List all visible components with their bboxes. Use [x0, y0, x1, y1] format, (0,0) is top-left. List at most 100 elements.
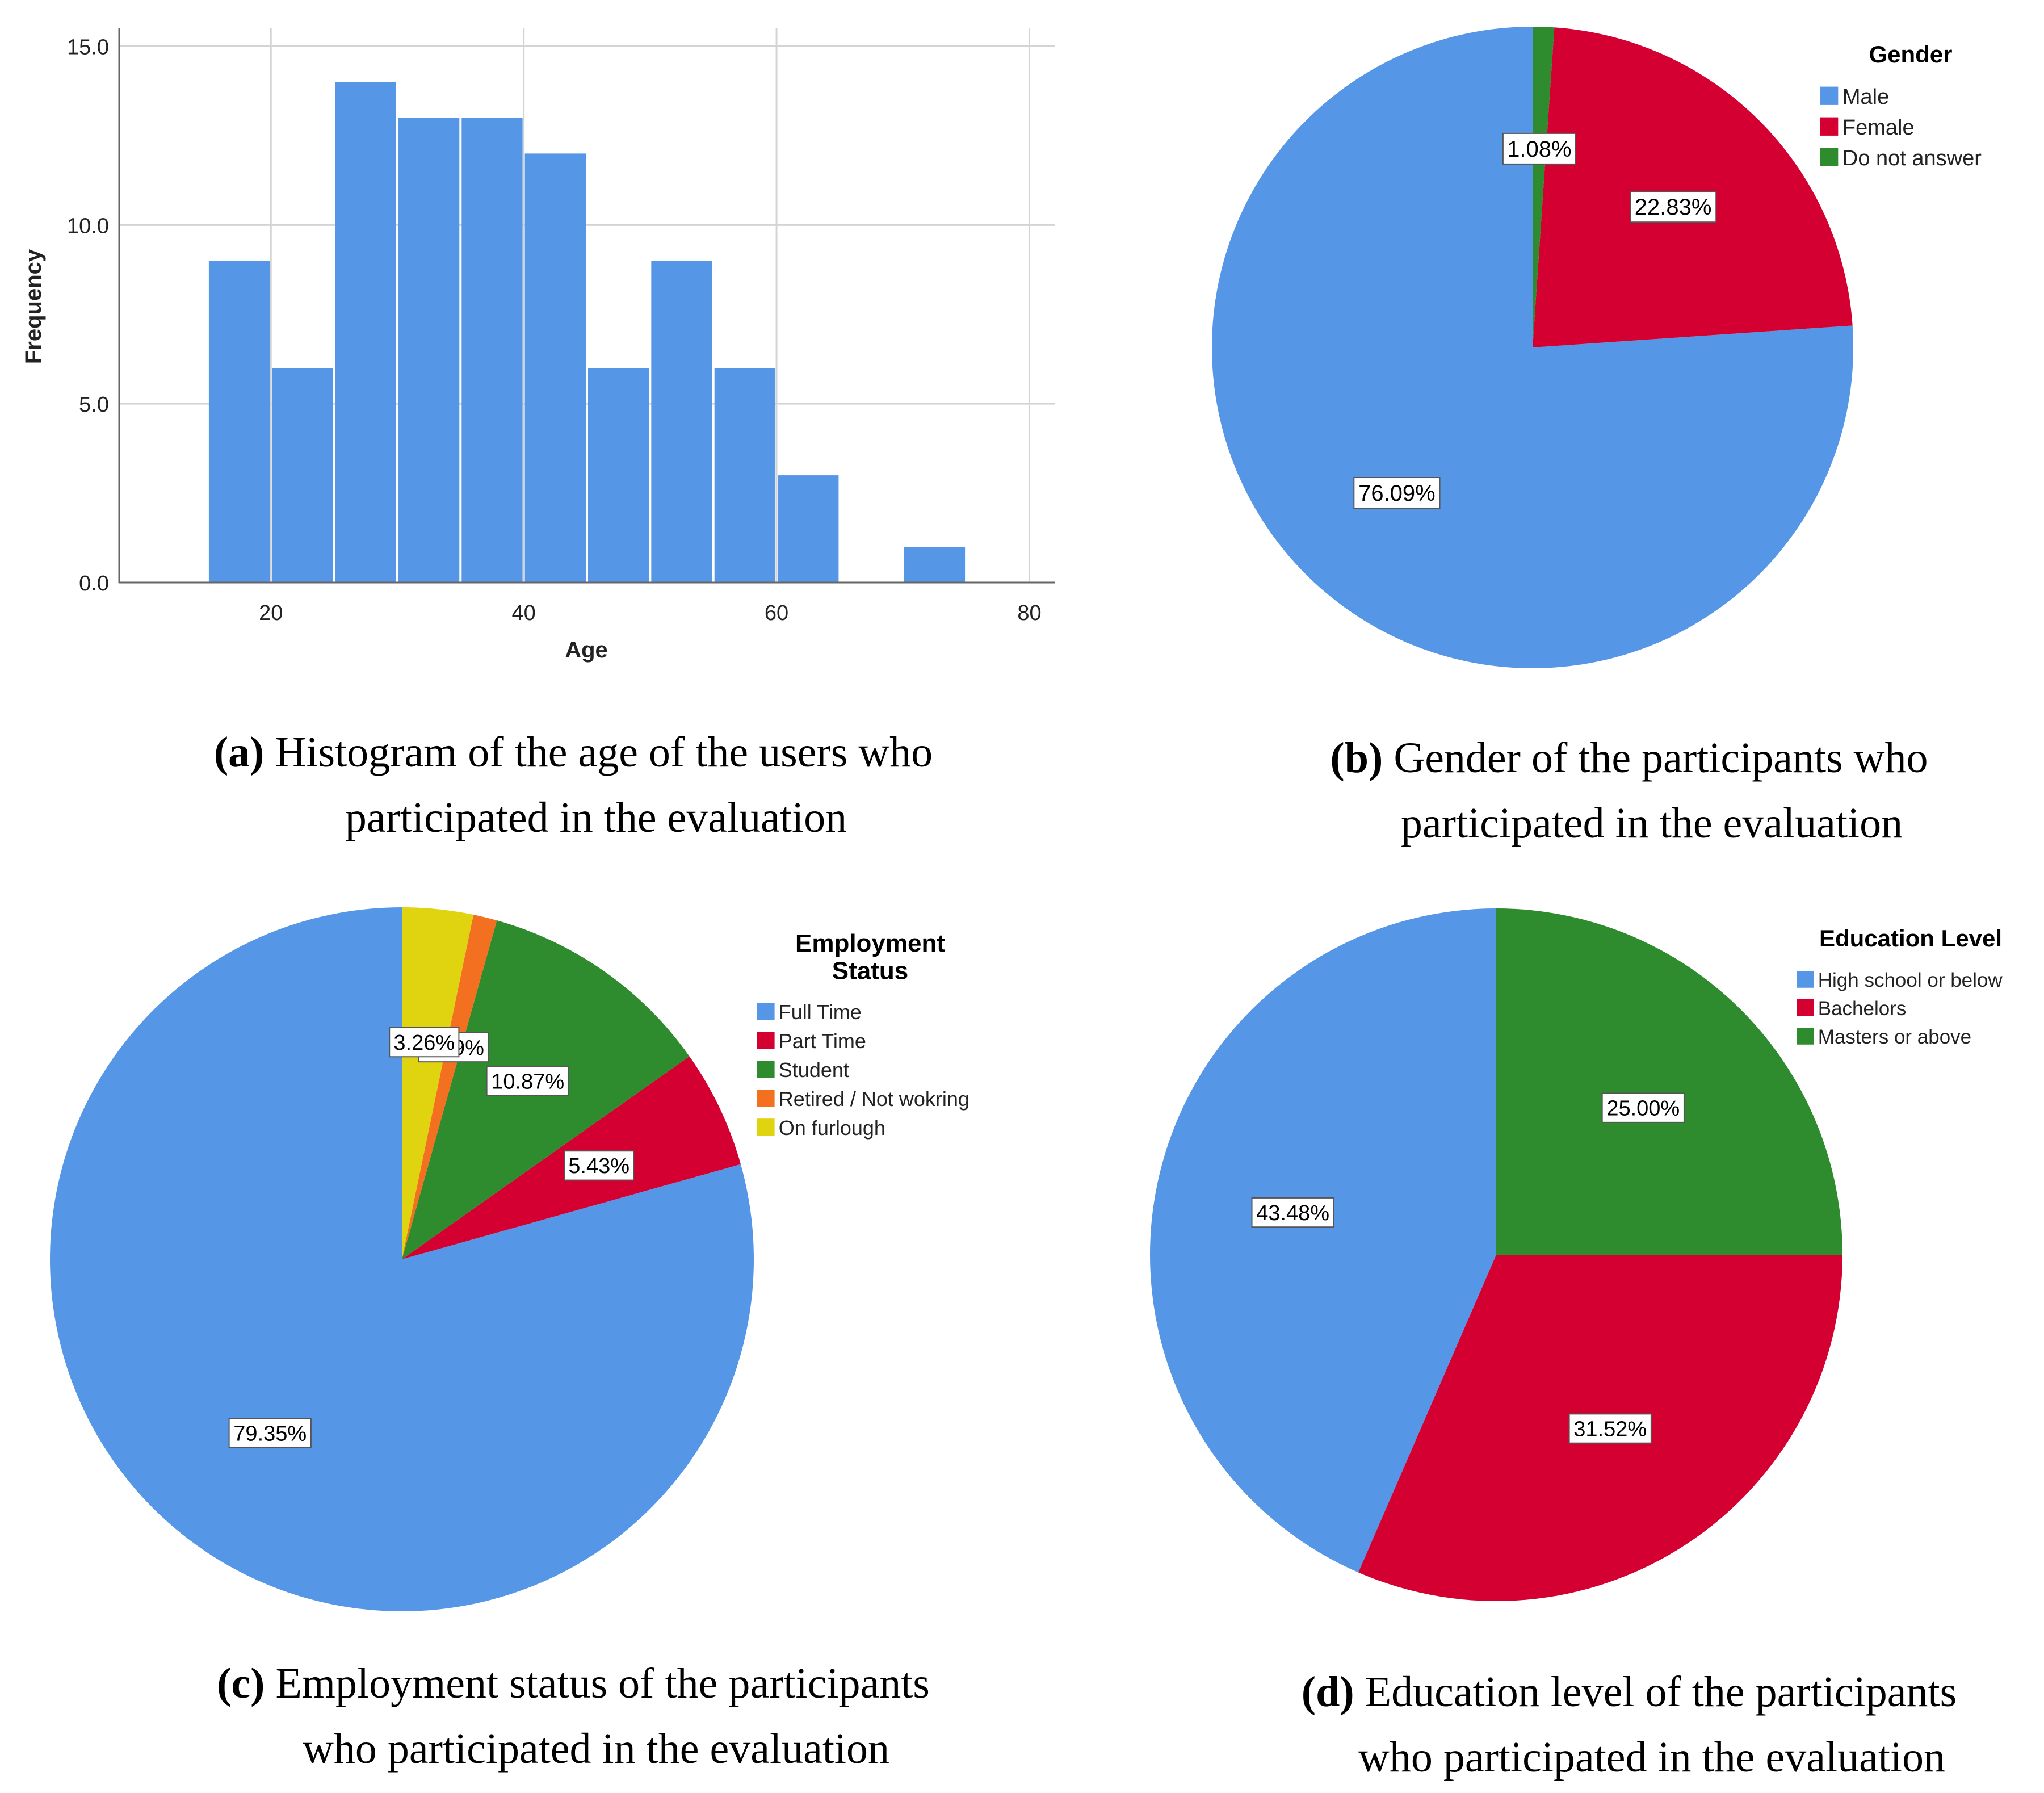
legend-item-part-time: Part Time: [779, 1029, 866, 1053]
education-pie: 43.48% 31.52% 25.00%: [1150, 908, 1842, 1601]
histogram-bar: [272, 368, 333, 583]
x-tick-label: 80: [1017, 601, 1041, 625]
legend-swatch-high-school-or-below: [1797, 971, 1814, 988]
pie-label-box: [486, 1066, 569, 1096]
histogram-bar: [398, 118, 460, 583]
histogram-y-axis-label: Frequency: [21, 249, 46, 364]
x-tick-label: 60: [765, 601, 788, 625]
legend-swatch-part-time: [757, 1032, 775, 1049]
legend-item-bachelors: Bachelors: [1818, 998, 1907, 1020]
gender-legend: Gender Male Female Do not answer: [1820, 41, 1982, 170]
histogram-bar: [904, 547, 966, 583]
histogram-bar: [461, 118, 523, 583]
pie-percent-label: 1.08%: [1507, 137, 1571, 162]
caption-a-line-2: participated in the evaluation: [345, 794, 847, 841]
pie-slice-do-not-answer: [1533, 27, 1555, 347]
y-tick-label: 5.0: [79, 393, 109, 417]
pie-percent-label: 3.26%: [393, 1031, 455, 1055]
caption-c-line-2: who participated in the evaluation: [303, 1725, 889, 1773]
legend-item-student: Student: [779, 1058, 849, 1082]
legend-swatch-full-time: [757, 1003, 775, 1020]
pie-label-box: [389, 1027, 460, 1058]
histogram-bar: [714, 368, 776, 583]
pie-slice-on-furlough: [402, 907, 474, 1259]
caption-b-text: Gender of the participants who: [1394, 734, 1928, 782]
employment-pie-panel: 79.35%5.43%10.87%1.09%3.26% EmploymentSt…: [49, 907, 969, 1611]
y-tick-label: 10.0: [67, 214, 109, 238]
histogram-tick-labels: 0.0 5.0 10.0 15.0 20 40 60 80: [67, 35, 1042, 625]
pie-slice-retired-not-wokring: [402, 914, 497, 1259]
legend-swatch-on-furlough: [757, 1118, 775, 1136]
histogram-bar: [651, 261, 712, 583]
histogram-bar: [524, 153, 586, 583]
legend-swatch-student: [757, 1061, 775, 1078]
pie-label-box: [1630, 191, 1717, 223]
pie-label-box: [1601, 1092, 1685, 1123]
legend-item-on-furlough: On furlough: [779, 1116, 885, 1140]
pie-percent-label: 25.00%: [1606, 1096, 1680, 1120]
pie-percent-label: 5.43%: [568, 1154, 629, 1178]
legend-item-retired-not-wokring: Retired / Not wokring: [779, 1087, 969, 1111]
histogram-gridlines: [119, 28, 1055, 583]
caption-d-label: (d): [1302, 1668, 1365, 1716]
caption-d-text: Education level of the participants: [1365, 1668, 1957, 1716]
pie-label-box: [228, 1418, 312, 1448]
caption-a-label: (a): [214, 728, 275, 776]
pie-percent-label: 22.83%: [1635, 195, 1712, 220]
pie-label-box: [1353, 477, 1441, 509]
legend-title: Gender: [1869, 41, 1952, 68]
pie-label-box: [1502, 132, 1576, 165]
age-histogram-panel: 0.0 5.0 10.0 15.0 20 40 60 80 Age Frequency: [21, 28, 1055, 663]
caption-a-line-1: (a) Histogram of the age of the users wh…: [214, 728, 933, 776]
legend-item-full-time: Full Time: [779, 1000, 862, 1024]
legend-swatch-retired-not-wokring: [757, 1090, 775, 1107]
legend-item-masters-or-above: Masters or above: [1818, 1026, 1971, 1048]
caption-d-line-2: who participated in the evaluation: [1358, 1733, 1945, 1781]
legend-swatch-female: [1820, 117, 1839, 136]
histogram-axes: [118, 28, 1055, 584]
histogram-bars: [208, 82, 966, 583]
caption-b-label: (b): [1330, 734, 1394, 782]
caption-c-text: Employment status of the participants: [275, 1660, 929, 1707]
legend-title: Status: [832, 957, 908, 985]
pie-percent-label: 43.48%: [1256, 1201, 1329, 1225]
legend-item-male: Male: [1842, 85, 1889, 109]
legend-swatch-masters-or-above: [1797, 1028, 1814, 1045]
caption-b-line-1: (b) Gender of the participants who: [1330, 734, 1928, 782]
pie-percent-label: 31.52%: [1573, 1417, 1647, 1441]
x-tick-label: 20: [259, 601, 283, 625]
education-legend: Education Level High school or below Bache…: [1797, 925, 2003, 1048]
histogram-bar: [778, 475, 839, 583]
caption-a-text: Histogram of the age of the users who: [275, 728, 933, 776]
captions: (a) Histogram of the age of the users wh…: [214, 728, 1957, 1781]
pie-slice-high-school-or-below: [1150, 908, 1496, 1573]
pie-percent-label: 10.87%: [491, 1070, 564, 1094]
legend-title: Education Level: [1819, 925, 2002, 952]
education-pie-panel: 43.48% 31.52% 25.00% Education Level High s…: [1150, 908, 2003, 1601]
pie-label-box: [1251, 1197, 1334, 1228]
x-tick-label: 40: [512, 601, 536, 625]
histogram-x-axis-label: Age: [565, 638, 608, 663]
legend-swatch-do-not-answer: [1820, 148, 1839, 166]
y-tick-label: 15.0: [67, 35, 109, 59]
legend-item-high-school-or-below: High school or below: [1818, 969, 2003, 991]
pie-slice-masters-or-above: [1496, 908, 1842, 1255]
caption-c-line-1: (c) Employment status of the participant…: [217, 1660, 930, 1707]
pie-label-box: [564, 1150, 635, 1181]
legend-item-female: Female: [1842, 116, 1915, 140]
histogram-bar: [208, 261, 270, 583]
caption-b-line-2: participated in the evaluation: [1401, 799, 1903, 847]
legend-title: Employment: [795, 929, 945, 957]
pie-percent-label: 76.09%: [1358, 481, 1436, 506]
histogram-bar: [335, 82, 396, 583]
legend-swatch-bachelors: [1797, 999, 1814, 1016]
employment-pie: 79.35%5.43%10.87%1.09%3.26%: [49, 907, 754, 1611]
pie-label-box: [1568, 1413, 1652, 1444]
gender-pie-panel: 76.09% 22.83% 1.08% Gender Male Female Do not…: [1212, 27, 1982, 668]
caption-d-line-1: (d) Education level of the participants: [1302, 1668, 1957, 1716]
legend-swatch-male: [1820, 86, 1839, 105]
pie-slice-full-time: [49, 907, 754, 1611]
histogram-bar: [588, 368, 649, 583]
